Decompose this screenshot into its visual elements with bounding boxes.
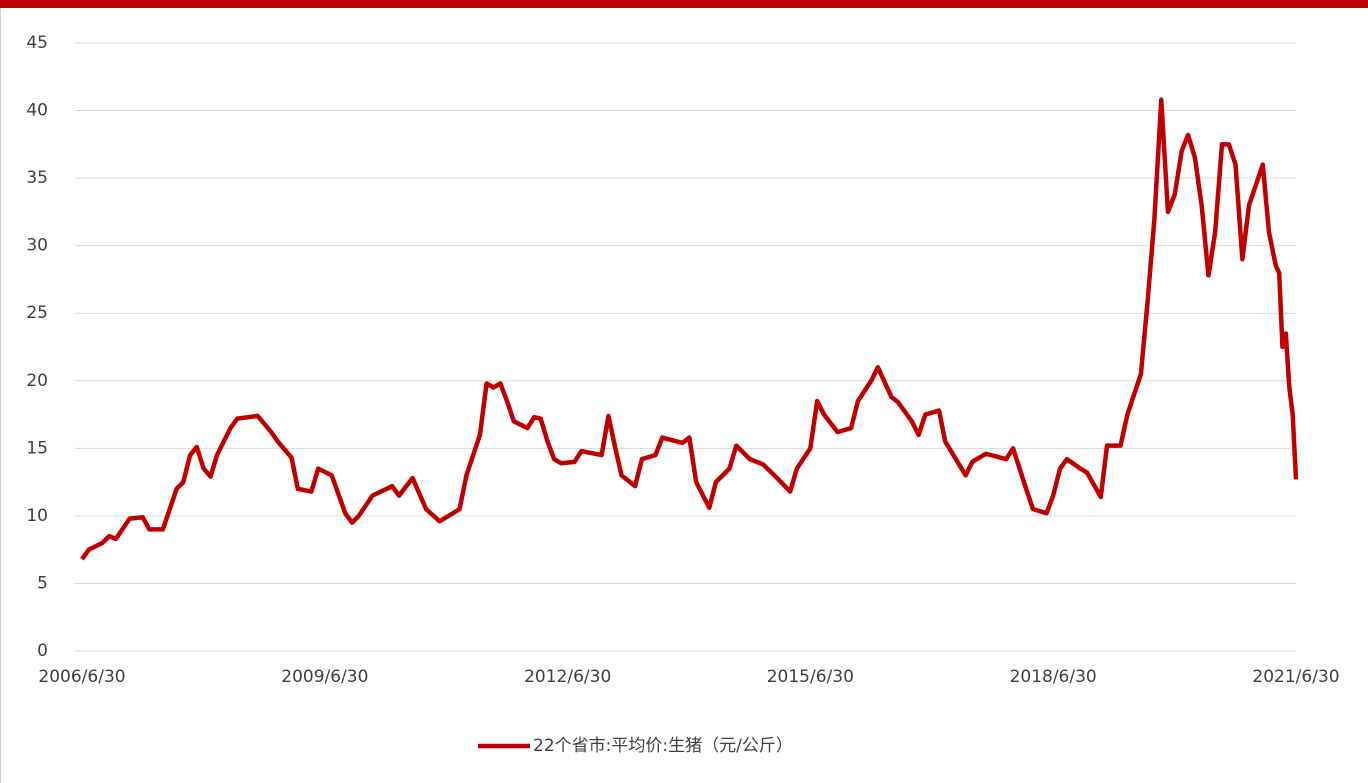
x-tick-label: 2012/6/30 — [524, 667, 611, 687]
y-tick-label: 25 — [26, 303, 48, 323]
x-tick-label: 2009/6/30 — [281, 667, 368, 687]
x-tick-label: 2006/6/30 — [38, 667, 125, 687]
legend-label: 22个省市:平均价:生猪（元/公斤） — [533, 736, 793, 756]
y-tick-label: 45 — [26, 33, 48, 53]
x-tick-label: 2018/6/30 — [1010, 667, 1097, 687]
y-tick-label: 5 — [37, 573, 48, 593]
y-tick-label: 30 — [26, 236, 48, 256]
x-tick-label: 2021/6/30 — [1252, 667, 1339, 687]
y-tick-label: 10 — [26, 506, 48, 526]
x-tick-label: 2015/6/30 — [767, 667, 854, 687]
line-series — [80, 97, 1299, 561]
y-tick-label: 40 — [26, 101, 48, 121]
y-tick-label: 0 — [37, 641, 48, 661]
y-tick-label: 15 — [26, 438, 48, 458]
y-tick-label: 20 — [26, 371, 48, 391]
y-tick-label: 35 — [26, 168, 48, 188]
top-bar — [0, 0, 1368, 8]
